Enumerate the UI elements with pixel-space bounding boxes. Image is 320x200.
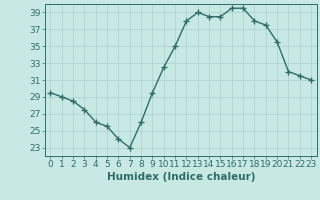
X-axis label: Humidex (Indice chaleur): Humidex (Indice chaleur)	[107, 172, 255, 182]
